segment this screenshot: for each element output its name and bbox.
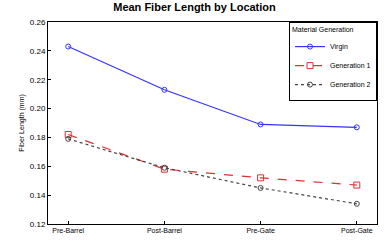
svg-text:0.20: 0.20 xyxy=(30,104,46,113)
svg-text:0.18: 0.18 xyxy=(30,133,46,142)
svg-text:0.24: 0.24 xyxy=(30,47,46,56)
svg-text:0.14: 0.14 xyxy=(30,191,46,200)
svg-text:Mean Fiber Length by Location: Mean Fiber Length by Location xyxy=(113,1,276,13)
svg-text:Post-Gate: Post-Gate xyxy=(341,227,373,234)
svg-text:Generation 1: Generation 1 xyxy=(330,62,371,69)
svg-text:Generation 2: Generation 2 xyxy=(330,81,371,88)
svg-text:Fiber Length (mm): Fiber Length (mm) xyxy=(18,94,26,152)
svg-text:0.16: 0.16 xyxy=(30,162,46,171)
svg-text:0.12: 0.12 xyxy=(30,220,46,229)
svg-text:Pre-Barrel: Pre-Barrel xyxy=(52,227,84,234)
svg-text:0.26: 0.26 xyxy=(30,18,46,27)
svg-text:Virgin: Virgin xyxy=(330,43,348,51)
svg-text:0.22: 0.22 xyxy=(30,76,46,85)
svg-text:Post-Barrel: Post-Barrel xyxy=(147,227,182,234)
svg-text:Pre-Gate: Pre-Gate xyxy=(246,227,275,234)
svg-text:Material Generation: Material Generation xyxy=(292,26,354,33)
